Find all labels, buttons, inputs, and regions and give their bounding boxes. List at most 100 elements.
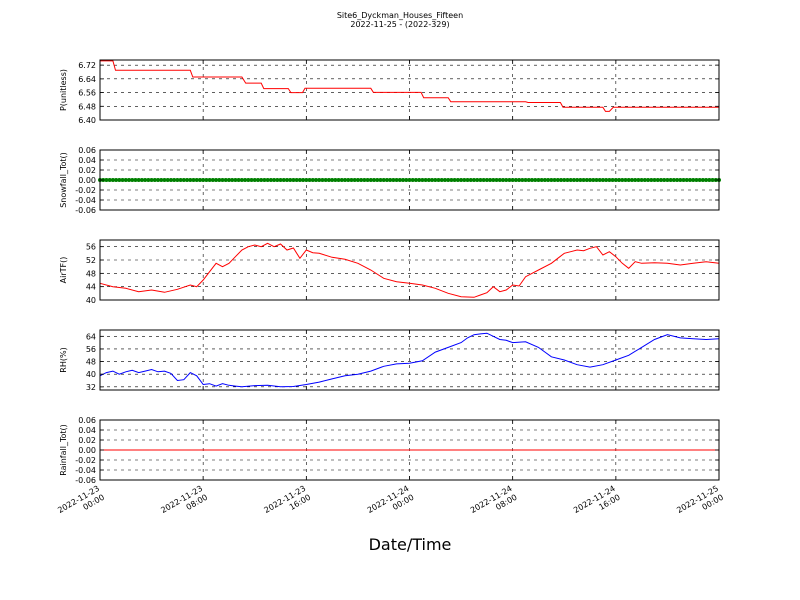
data-point <box>243 178 248 182</box>
data-point <box>665 178 670 182</box>
data-point <box>175 178 180 182</box>
data-point <box>459 178 464 182</box>
data-point <box>436 178 441 182</box>
data-point <box>168 178 173 182</box>
data-point <box>110 178 115 182</box>
data-point <box>633 178 638 182</box>
data-point <box>652 178 657 182</box>
data-point <box>326 178 331 182</box>
data-point <box>127 178 132 182</box>
y-tick-label: 0.00 <box>78 446 96 455</box>
data-point <box>662 178 667 182</box>
y-axis-label: RH(%) <box>59 347 68 372</box>
data-point <box>288 178 293 182</box>
data-point <box>452 178 457 182</box>
y-axis-label: Rainfall_Tot() <box>59 424 68 476</box>
data-point <box>413 178 418 182</box>
y-tick-label: 56 <box>86 345 96 354</box>
data-point <box>584 178 589 182</box>
data-point <box>562 178 567 182</box>
data-point <box>314 178 319 182</box>
data-point <box>233 178 238 182</box>
y-tick-label: 0.06 <box>78 146 96 155</box>
data-point <box>687 178 692 182</box>
data-point <box>381 178 386 182</box>
data-point <box>262 178 267 182</box>
data-point <box>301 178 306 182</box>
x-tick-labels: 2022-11-2300:00 2022-11-2308:00 2022-11-23… <box>56 484 725 524</box>
data-point <box>317 178 322 182</box>
y-tick-label: 48 <box>86 269 96 278</box>
data-point <box>323 178 328 182</box>
x-axis-label: Date/Time <box>369 535 452 554</box>
data-point <box>165 178 170 182</box>
data-point <box>362 178 367 182</box>
y-tick-label: 0.04 <box>78 426 96 435</box>
data-point <box>517 178 522 182</box>
data-point <box>478 178 483 182</box>
data-point <box>549 178 554 182</box>
data-point <box>565 178 570 182</box>
data-point <box>697 178 702 182</box>
y-tick-label: 44 <box>86 283 96 292</box>
data-point <box>278 178 283 182</box>
data-point <box>339 178 344 182</box>
data-point <box>397 178 402 182</box>
y-tick-label: -0.06 <box>75 476 96 485</box>
data-point <box>704 178 709 182</box>
y-tick-label: -0.02 <box>75 456 96 465</box>
data-point <box>217 178 222 182</box>
data-point <box>255 178 260 182</box>
data-point <box>468 178 473 182</box>
data-point <box>320 178 325 182</box>
data-point <box>491 178 496 182</box>
data-point <box>152 178 157 182</box>
y-tick-label: 6.40 <box>78 116 96 125</box>
y-tick-label: 0.04 <box>78 156 96 165</box>
data-point <box>442 178 447 182</box>
data-point <box>162 178 167 182</box>
data-point <box>504 178 509 182</box>
data-point <box>526 178 531 182</box>
data-point <box>120 178 125 182</box>
data-point <box>623 178 628 182</box>
data-point <box>578 178 583 182</box>
data-point <box>404 178 409 182</box>
y-tick-label: 32 <box>86 383 96 392</box>
data-point <box>600 178 605 182</box>
data-point <box>626 178 631 182</box>
y-tick-label: 0.02 <box>78 166 96 175</box>
data-point <box>410 178 415 182</box>
data-point <box>388 178 393 182</box>
data-point <box>475 178 480 182</box>
figure-subtitle: 2022-11-25 - (2022-329) <box>350 20 450 29</box>
data-point <box>481 178 486 182</box>
data-point <box>139 178 144 182</box>
data-point <box>156 178 161 182</box>
data-point <box>346 178 351 182</box>
x-tick-label: 2022-11-2408:00 <box>469 484 519 524</box>
data-point <box>310 178 315 182</box>
data-point <box>500 178 505 182</box>
data-point <box>658 178 663 182</box>
data-point <box>275 178 280 182</box>
series-line <box>99 332 720 388</box>
x-tick-label: 2022-11-2300:00 <box>56 484 106 524</box>
data-point <box>117 178 122 182</box>
data-point <box>236 178 241 182</box>
data-point <box>304 178 309 182</box>
y-tick-label: -0.04 <box>75 466 96 475</box>
y-tick-label: -0.04 <box>75 196 96 205</box>
x-tick-label: 2022-11-2400:00 <box>366 484 416 524</box>
panel-1: 6.40 6.48 6.56 6.64 6.72 P(unitless) <box>59 59 720 125</box>
data-point <box>291 178 296 182</box>
y-tick-label: 6.56 <box>78 89 96 98</box>
data-point <box>510 178 515 182</box>
data-point <box>591 178 596 182</box>
y-axis-label: AirTF() <box>59 257 68 284</box>
data-point <box>575 178 580 182</box>
data-point <box>594 178 599 182</box>
data-point <box>471 178 476 182</box>
data-point <box>636 178 641 182</box>
